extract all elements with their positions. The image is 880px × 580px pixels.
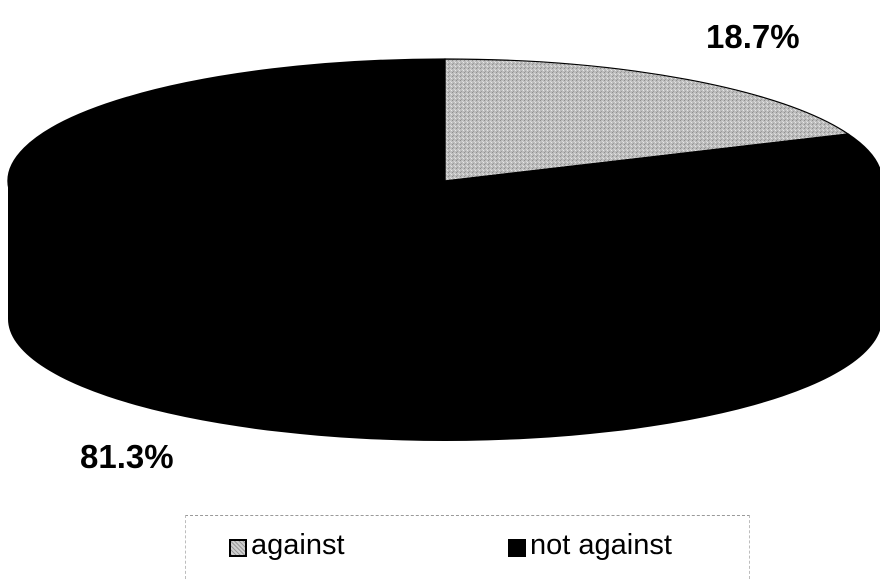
pie-side-wall — [8, 181, 880, 441]
pie-slice-against — [444, 58, 850, 182]
legend: against not against — [185, 515, 750, 579]
pie-chart — [7, 58, 880, 441]
legend-label-against: against — [251, 528, 345, 561]
slice-label-against: 18.7% — [706, 18, 800, 55]
legend-item-against: against — [229, 528, 345, 562]
legend-swatch-not-against — [508, 538, 526, 557]
pie-slice-not-against — [7, 58, 880, 304]
legend-item-not-against: not against — [508, 528, 672, 562]
legend-label-not-against: not against — [530, 528, 672, 561]
legend-swatch-against — [229, 538, 247, 557]
slice-label-not-against: 81.3% — [80, 438, 174, 475]
